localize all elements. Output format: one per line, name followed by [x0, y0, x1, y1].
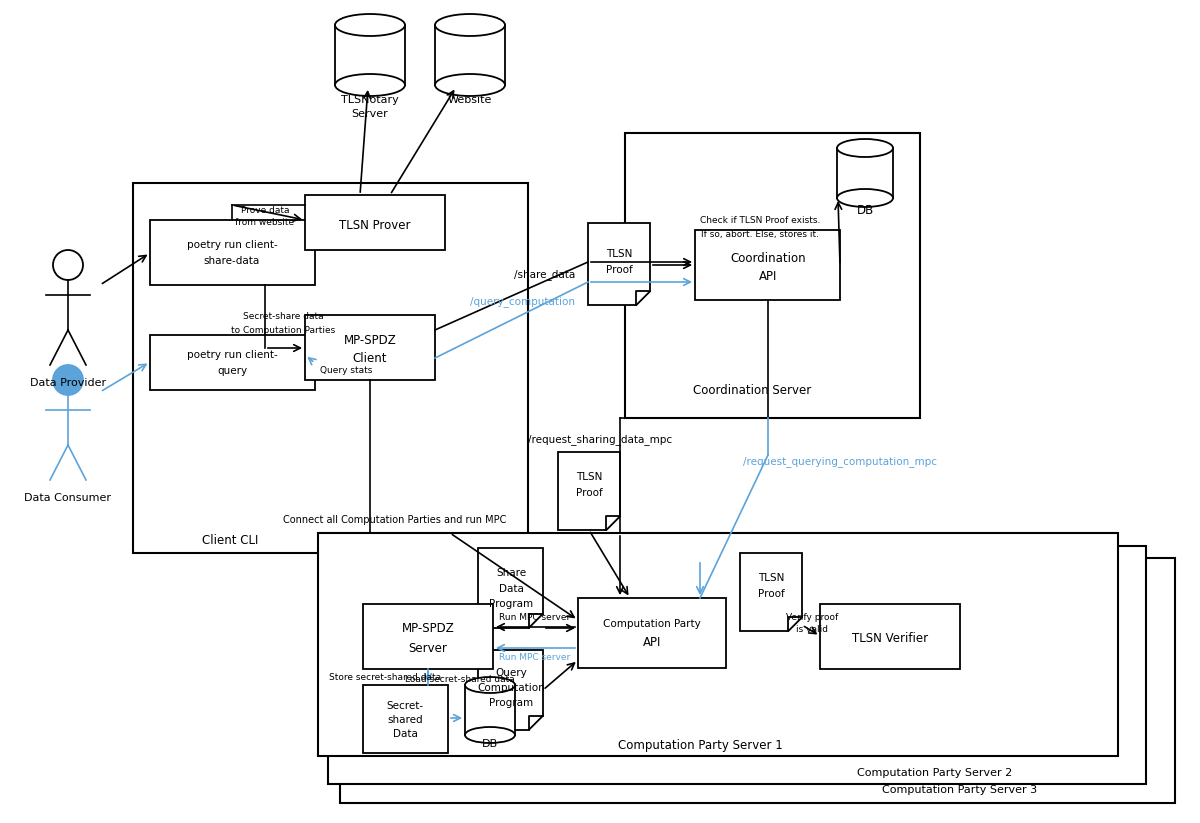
Text: TLSNotary: TLSNotary [341, 95, 398, 105]
Bar [133, 183, 528, 553]
Circle shape [53, 365, 83, 395]
Text: Connect all Computation Parties and run MPC: Connect all Computation Parties and run … [283, 515, 506, 525]
Text: Query stats: Query stats [320, 365, 372, 374]
Text: poetry run client-: poetry run client- [187, 240, 277, 250]
Bar [838, 148, 893, 198]
Ellipse shape [838, 139, 893, 157]
Ellipse shape [335, 14, 406, 36]
Text: /share_data: /share_data [515, 270, 576, 281]
Text: Proof: Proof [757, 589, 785, 599]
Text: Secret-: Secret- [386, 701, 424, 711]
Text: Verify proof: Verify proof [786, 612, 838, 621]
Bar [328, 546, 1146, 784]
Text: Data Consumer: Data Consumer [24, 493, 112, 503]
Text: Proof: Proof [606, 265, 632, 275]
Text: Run MPC server: Run MPC server [499, 653, 571, 663]
Text: Query: Query [496, 668, 527, 678]
Text: Program: Program [488, 698, 533, 708]
Text: API: API [758, 269, 778, 282]
Text: Client CLI: Client CLI [202, 533, 258, 546]
Text: Computation Party: Computation Party [604, 619, 701, 629]
Text: Proof: Proof [576, 488, 602, 498]
Text: /query_computation: /query_computation [469, 296, 575, 308]
Text: Client: Client [353, 351, 388, 365]
Text: MP-SPDZ: MP-SPDZ [402, 622, 455, 635]
Polygon shape [588, 223, 650, 305]
Text: Secret-share data: Secret-share data [242, 311, 323, 320]
Ellipse shape [436, 14, 505, 36]
Text: Computation: Computation [478, 683, 545, 693]
Text: Data Provider: Data Provider [30, 378, 106, 388]
Ellipse shape [466, 727, 515, 743]
Text: Run MPC server: Run MPC server [499, 612, 571, 621]
Text: Share: Share [496, 568, 526, 578]
Bar [578, 598, 726, 668]
Text: MP-SPDZ: MP-SPDZ [343, 333, 396, 346]
Bar [436, 25, 505, 85]
Text: Server: Server [352, 109, 389, 119]
Text: is valid: is valid [796, 625, 828, 635]
Bar [625, 133, 920, 418]
Ellipse shape [838, 189, 893, 207]
Text: TLSN Prover: TLSN Prover [340, 218, 410, 231]
Text: TLSN: TLSN [576, 472, 602, 482]
Text: /request_querying_computation_mpc: /request_querying_computation_mpc [743, 457, 937, 467]
Text: Server: Server [408, 641, 448, 654]
Bar [340, 558, 1175, 803]
Ellipse shape [335, 74, 406, 96]
Ellipse shape [466, 677, 515, 693]
Text: Coordination: Coordination [730, 252, 806, 264]
Bar [305, 195, 445, 250]
Ellipse shape [436, 74, 505, 96]
Text: to Computation Parties: to Computation Parties [230, 326, 335, 334]
Text: If so, abort. Else, stores it.: If so, abort. Else, stores it. [701, 230, 818, 239]
Bar [335, 25, 406, 85]
Text: DB: DB [482, 739, 498, 749]
Text: shared: shared [388, 715, 422, 725]
Text: API: API [643, 635, 661, 649]
Text: DB: DB [857, 203, 874, 216]
Text: Website: Website [448, 95, 492, 105]
Polygon shape [478, 548, 542, 628]
Text: TLSN: TLSN [758, 573, 784, 583]
Text: TLSN Verifier: TLSN Verifier [852, 633, 928, 645]
Text: Computation Party Server 1: Computation Party Server 1 [618, 738, 782, 751]
Polygon shape [558, 452, 620, 530]
Text: query: query [217, 366, 247, 376]
Bar [364, 685, 448, 753]
Text: Data: Data [498, 584, 523, 594]
Bar [466, 685, 515, 735]
Bar [318, 533, 1118, 756]
Bar [150, 335, 314, 390]
Polygon shape [478, 650, 542, 730]
Polygon shape [740, 553, 802, 631]
Bar [150, 220, 314, 285]
Bar [820, 604, 960, 669]
Text: share-data: share-data [204, 256, 260, 266]
Text: Coordination Server: Coordination Server [692, 384, 811, 397]
Text: Program: Program [488, 599, 533, 609]
Text: TLSN: TLSN [606, 249, 632, 259]
Text: Data: Data [392, 729, 418, 739]
Text: /request_sharing_data_mpc: /request_sharing_data_mpc [528, 435, 672, 445]
Text: Computation Party Server 3: Computation Party Server 3 [882, 785, 1038, 795]
Text: Computation Party Server 2: Computation Party Server 2 [857, 768, 1013, 778]
Bar [695, 230, 840, 300]
Bar [364, 604, 493, 669]
Text: Store secret-shared data: Store secret-shared data [329, 673, 442, 682]
Text: Check if TLSN Proof exists.: Check if TLSN Proof exists. [700, 216, 820, 225]
Text: Prove data: Prove data [241, 206, 289, 215]
Text: Load secret-shared data: Load secret-shared data [406, 676, 515, 685]
Text: from website: from website [235, 217, 294, 226]
Bar [305, 315, 436, 380]
Text: poetry run client-: poetry run client- [187, 350, 277, 360]
